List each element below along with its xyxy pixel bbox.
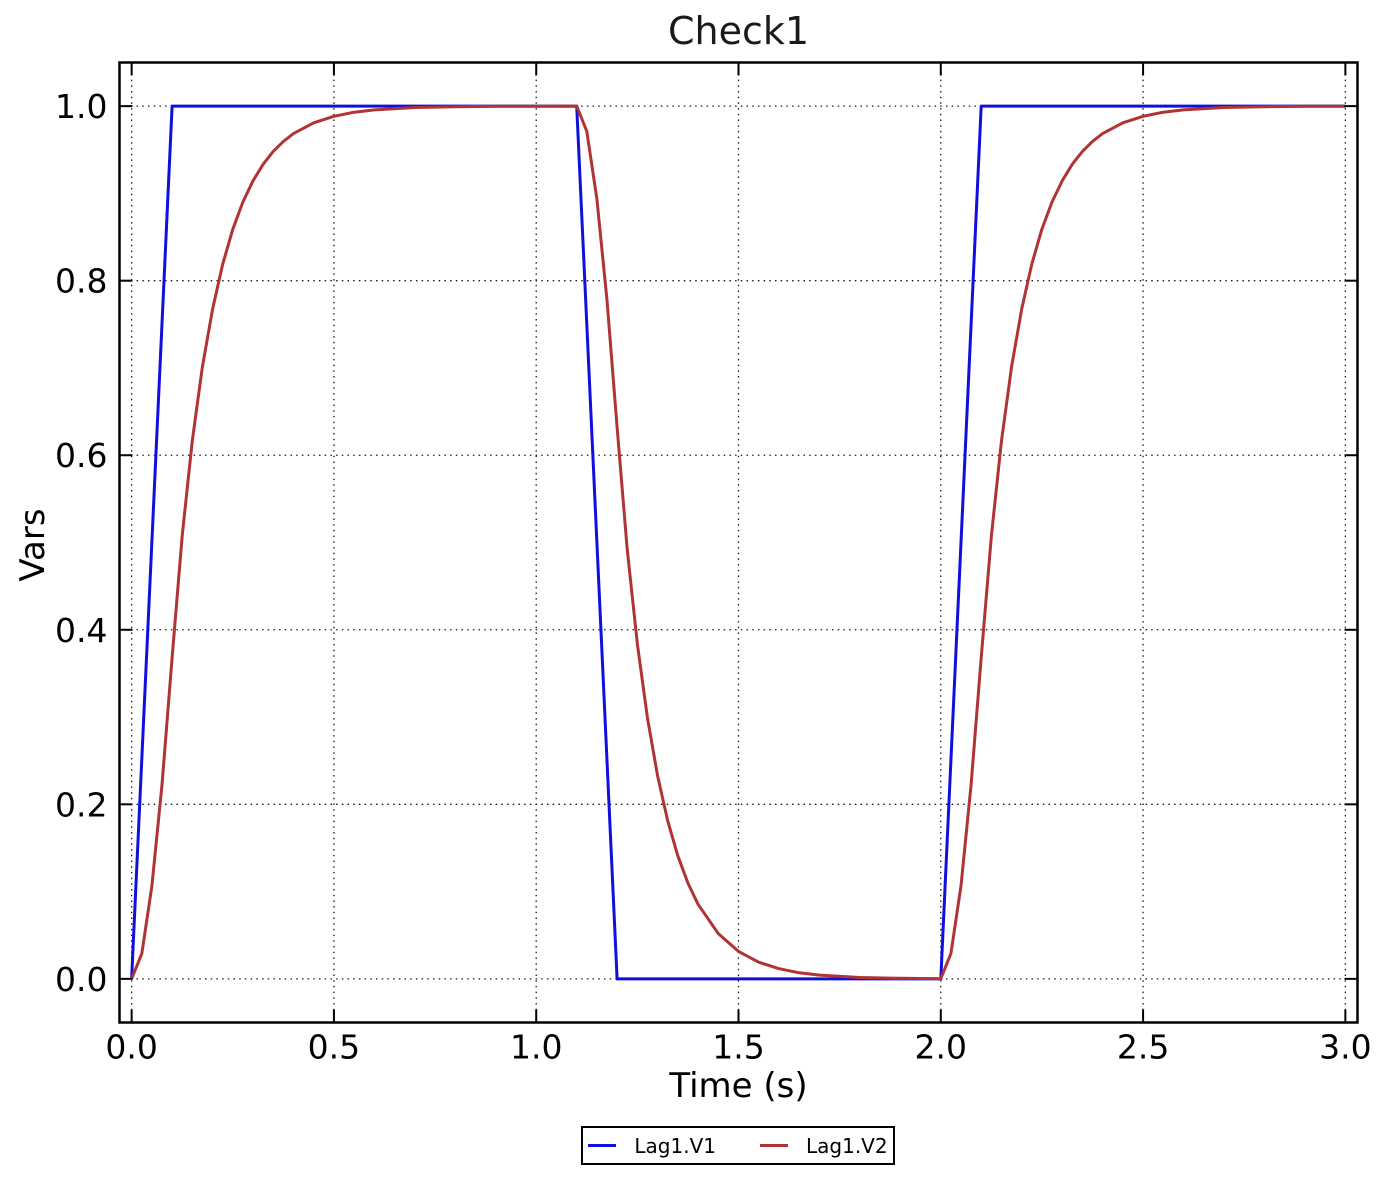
y-tick-label-1.0: 1.0 [55,87,107,126]
legend-line-swatch-lag1-v2 [760,1144,788,1147]
y-tick-label-0.4: 0.4 [55,611,107,650]
y-tick-label-0.2: 0.2 [55,785,107,824]
x-tick-label-1.0: 1.0 [510,1028,562,1067]
y-tick-label-0.6: 0.6 [55,436,107,475]
legend-item-lag1-v2: Lag1.V2 [760,1136,888,1156]
y-axis-label: Vars [13,508,53,582]
y-tick-label-0.8: 0.8 [55,262,107,301]
series-line-Lag1.V2 [130,104,1346,981]
x-tick-label-2.0: 2.0 [915,1028,967,1067]
legend-box: Lag1.V1 Lag1.V2 [581,1126,895,1165]
x-tick-label-0.0: 0.0 [105,1028,157,1067]
legend-item-lag1-v1: Lag1.V1 [588,1136,716,1156]
series-line-Lag1.V1 [130,104,1346,981]
chart-title: Check1 [667,9,810,53]
legend-line-swatch-lag1-v1 [588,1144,617,1147]
x-tick-label-1.5: 1.5 [712,1028,764,1067]
x-tick-label-3.0: 3.0 [1319,1028,1371,1067]
x-axis-label: Time (s) [669,1066,808,1106]
legend-label-lag1-v2: Lag1.V2 [806,1133,888,1158]
x-tick-label-2.5: 2.5 [1117,1028,1169,1067]
legend-label-lag1-v1: Lag1.V1 [634,1133,716,1158]
y-tick-label-0.0: 0.0 [55,960,107,999]
x-tick-label-0.5: 0.5 [308,1028,360,1067]
